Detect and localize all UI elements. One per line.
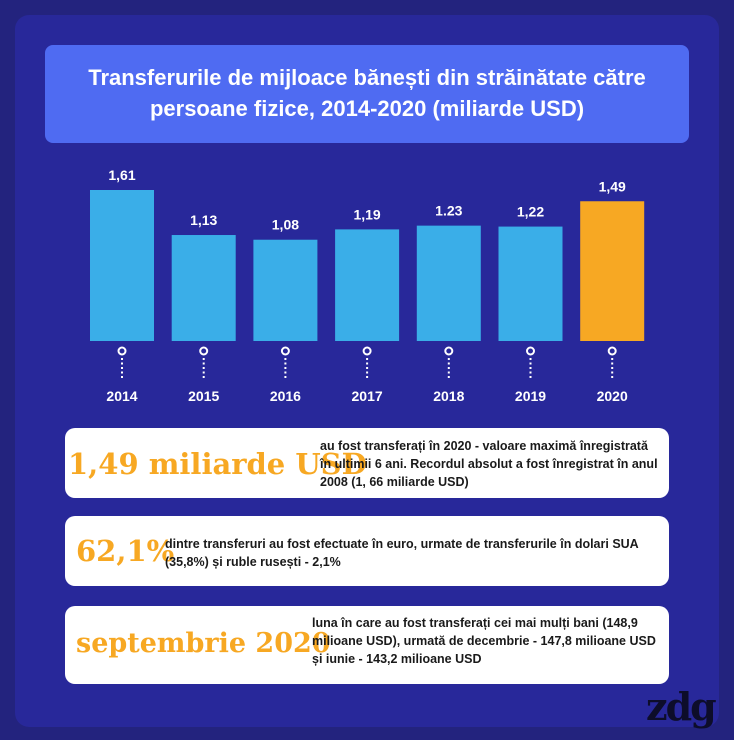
tick-label-2015: 2015 <box>188 388 219 404</box>
fact-card-3 <box>65 606 669 684</box>
tick-marker-2019 <box>526 346 535 356</box>
data-label-2020: 1,49 <box>599 178 626 194</box>
fact-1-value: 1,49 miliarde USD <box>68 447 367 481</box>
bar-2020 <box>580 201 645 341</box>
fact-2-text: dintre transferuri au fost efectuate în … <box>165 537 639 569</box>
tick-marker-2014 <box>117 346 127 356</box>
fact-1-text: au fost transferați în 2020 - valoare ma… <box>320 439 658 489</box>
bar-2019 <box>498 226 563 341</box>
fact-2-value: 62,1% <box>76 534 175 568</box>
data-label-2015: 1,13 <box>190 212 217 228</box>
fact-card-1 <box>65 428 669 498</box>
data-label-2017: 1,19 <box>353 206 380 222</box>
bar-2017 <box>335 229 400 341</box>
tick-label-2020: 2020 <box>597 388 628 404</box>
zdg-logo: zdg <box>646 684 717 729</box>
bar-2018 <box>416 225 481 341</box>
tick-marker-2015 <box>199 346 209 356</box>
tick-label-2019: 2019 <box>515 388 546 404</box>
fact-card-2 <box>65 516 669 586</box>
tick-marker-2018 <box>444 346 454 356</box>
tick-label-2018: 2018 <box>433 388 464 404</box>
tick-label-2016: 2016 <box>270 388 301 404</box>
bar-2015 <box>171 235 236 341</box>
tick-label-2017: 2017 <box>352 388 383 404</box>
title-banner <box>45 45 689 143</box>
data-label-2014: 1,61 <box>108 167 135 183</box>
bar-2016 <box>253 239 318 341</box>
data-label-2018: 1.23 <box>435 203 462 219</box>
fact-3-value: septembrie 2020 <box>76 628 331 659</box>
bar-2014 <box>90 190 154 341</box>
tick-marker-2020 <box>607 346 617 356</box>
chart-title: Transferurile de mijloace bănești din st… <box>88 65 646 121</box>
data-label-2019: 1,22 <box>517 204 544 220</box>
fact-3-text: luna în care au fost transferați cei mai… <box>312 616 656 666</box>
tick-label-2014: 2014 <box>106 388 137 404</box>
data-label-2016: 1,08 <box>272 217 299 233</box>
tick-marker-2016 <box>280 346 290 356</box>
tick-marker-2017 <box>362 346 372 356</box>
